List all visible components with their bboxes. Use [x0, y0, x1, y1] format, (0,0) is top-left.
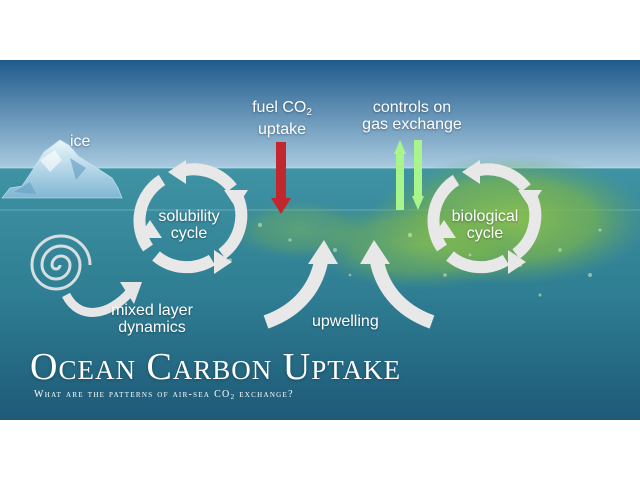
label-mixed-layer-dynamics: mixed layer dynamics [102, 302, 202, 336]
label-upwelling: upwelling [312, 313, 379, 330]
biological-line2: cycle [466, 225, 504, 242]
subtitle-post: exchange? [235, 389, 294, 400]
subtitle-sub: 2 [230, 393, 236, 401]
biological-line1: biological [451, 208, 519, 225]
mixed-layer-arrow-icon [120, 282, 142, 304]
gas-exchange-arrows-icon [394, 140, 424, 210]
label-ice: ice [70, 133, 91, 150]
controls-line2: gas exchange [362, 116, 462, 133]
sky [0, 60, 640, 168]
upwelling-left-arrow-icon [308, 240, 338, 264]
label-controls-gas-exchange: controls on gas exchange [356, 99, 468, 133]
fuel-line1: fuel CO [252, 99, 307, 116]
mixed-layer-spiral-icon [30, 234, 92, 291]
fuel-line2: uptake [257, 121, 307, 138]
mixed-line1: mixed layer [111, 302, 193, 319]
fuel-sub: 2 [306, 107, 312, 118]
plankton-specks [228, 223, 602, 297]
controls-line1: controls on [372, 99, 452, 116]
slide: ice fuel CO2 uptake controls on gas exch… [0, 60, 640, 420]
mixed-line2: dynamics [118, 319, 186, 336]
page-subtitle: What are the patterns of air-sea CO2 exc… [34, 389, 294, 401]
page-title: Ocean Carbon Uptake [30, 346, 402, 388]
iceberg [1, 139, 123, 199]
label-biological-cycle: biological cycle [448, 208, 522, 242]
scene-background [0, 60, 640, 420]
subtitle-pre: What are the patterns of air-sea CO [34, 389, 231, 400]
label-fuel-co2-uptake: fuel CO2 uptake [245, 99, 319, 138]
upwelling-right-arrow-icon [360, 240, 390, 264]
fuel-co2-arrow-icon [271, 142, 291, 214]
solubility-line1: solubility [158, 208, 220, 225]
label-solubility-cycle: solubility cycle [154, 208, 224, 242]
solubility-line2: cycle [170, 225, 208, 242]
